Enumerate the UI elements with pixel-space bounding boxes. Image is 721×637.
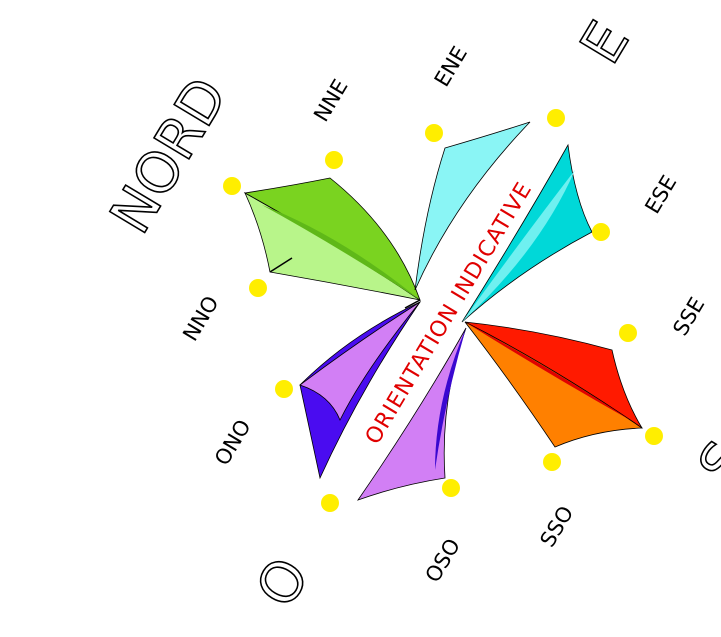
cardinal-north: NORD [98, 67, 240, 244]
petal-ne [414, 121, 593, 323]
cardinal-west: O [244, 547, 322, 618]
petal-se [464, 321, 644, 448]
direction-label: NNE [309, 75, 353, 126]
petal-nw [243, 177, 421, 309]
direction-label: SSE [668, 293, 709, 340]
direction-label: OSO [421, 534, 465, 586]
petal-sw [299, 301, 467, 501]
direction-label: NNO [178, 292, 223, 345]
tip-dots [223, 109, 663, 512]
cardinal-east: E [568, 11, 642, 75]
direction-label: ESE [640, 171, 681, 218]
direction-label: SSO [535, 502, 578, 551]
cardinal-south: S [686, 431, 721, 495]
direction-label: ENE [430, 42, 472, 91]
direction-label: ONO [210, 415, 256, 469]
